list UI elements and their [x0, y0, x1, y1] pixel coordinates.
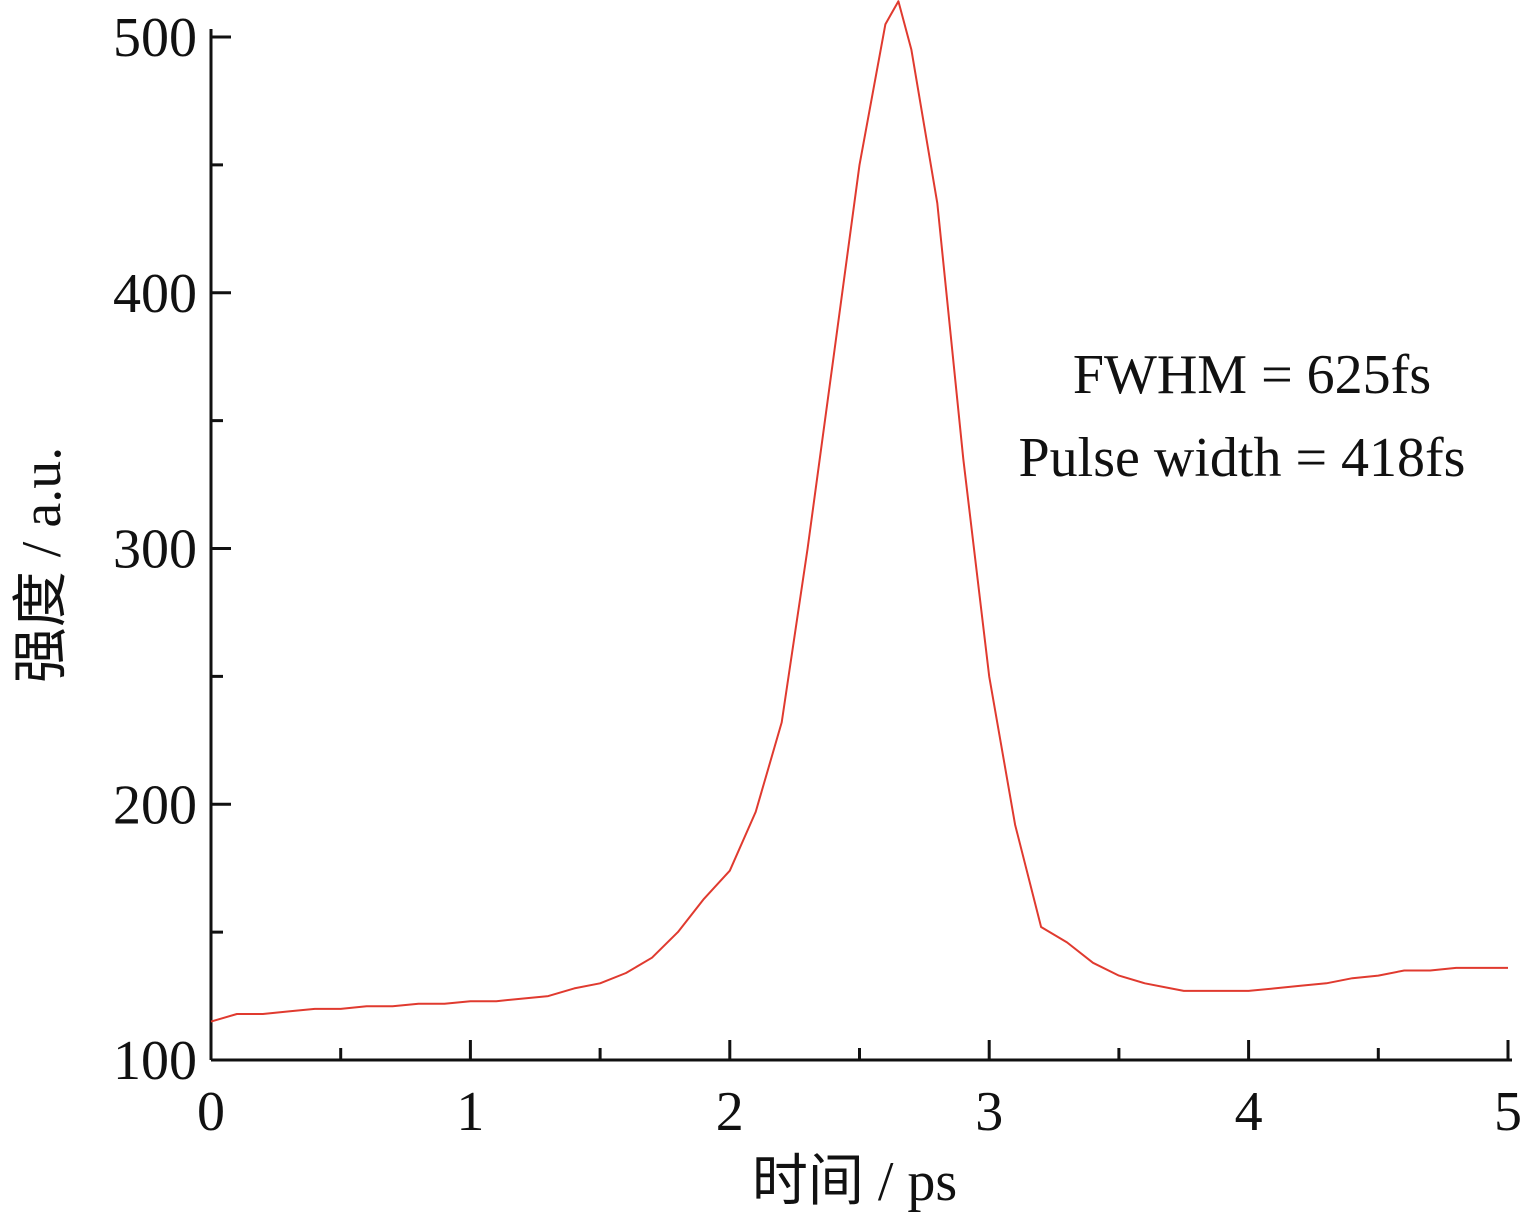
- x-tick-label: 1: [456, 1081, 484, 1143]
- x-tick-label: 2: [716, 1081, 744, 1143]
- tick-labels: 100 200 300 400 500 0 1 2 3 4 5: [113, 7, 1520, 1143]
- ticks: [209, 35, 1510, 1062]
- annotations: FWHM = 625fs Pulse width = 418fs: [1019, 344, 1466, 489]
- x-tick-label: 0: [197, 1081, 225, 1143]
- pulse-width-annotation: Pulse width = 418fs: [1019, 427, 1466, 489]
- fwhm-annotation: FWHM = 625fs: [1073, 344, 1431, 406]
- x-tick-label: 4: [1235, 1081, 1263, 1143]
- x-tick-label: 3: [975, 1081, 1003, 1143]
- y-tick-label: 400: [113, 263, 197, 325]
- y-tick-label: 100: [113, 1030, 197, 1092]
- y-tick-label: 300: [113, 519, 197, 581]
- axes: [209, 29, 1512, 1062]
- series-line: [210, 0, 1508, 1023]
- axis-labels: 时间 / ps 强度 / a.u.: [11, 447, 957, 1213]
- y-axis-label: 强度 / a.u.: [11, 447, 73, 683]
- series-group: [210, 0, 1508, 1023]
- y-tick-label: 500: [113, 7, 197, 69]
- y-tick-label: 200: [113, 774, 197, 836]
- x-tick-label: 5: [1494, 1081, 1520, 1143]
- x-axis-label: 时间 / ps: [752, 1151, 957, 1213]
